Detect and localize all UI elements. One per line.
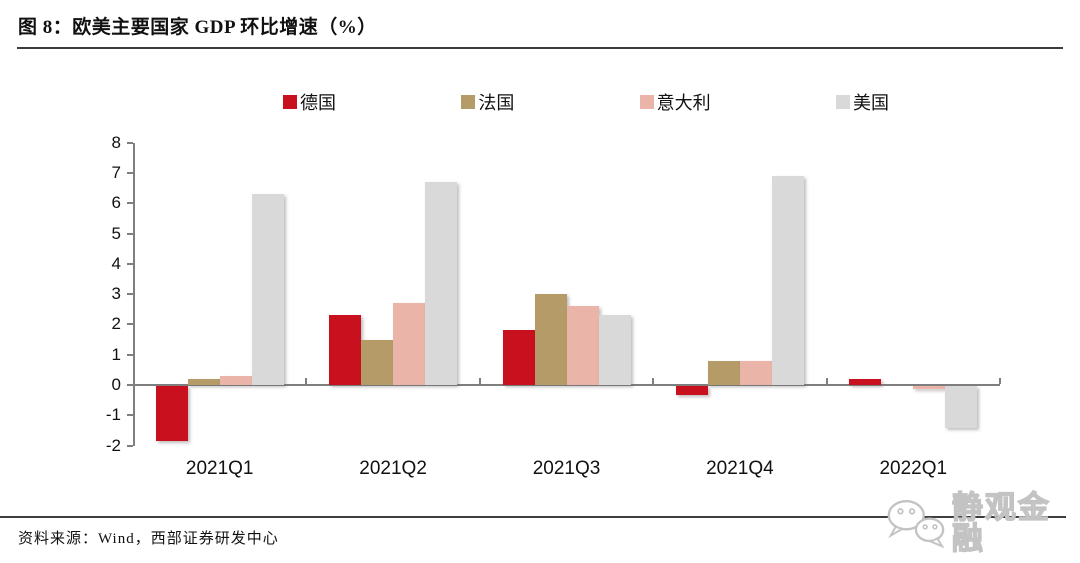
x-tick-label: 2021Q2 xyxy=(359,458,427,479)
y-axis-tick xyxy=(127,323,133,326)
bar-意大利-2021Q3 xyxy=(566,306,599,385)
x-axis-tick xyxy=(478,378,481,384)
y-tick-label: 8 xyxy=(111,132,121,152)
y-axis-tick xyxy=(127,141,133,144)
gdp-grouped-bar-chart: -2 -1 0 1 2 3 4 5 6 7 8 2021Q1 2021Q2 2021Q3 2021Q4 202… xyxy=(105,132,1001,479)
x-axis-tick xyxy=(825,378,828,384)
legend-label: 德国 xyxy=(300,93,336,113)
bar-德国-2021Q2 xyxy=(329,315,362,385)
y-axis-tick xyxy=(127,353,133,356)
x-axis-tick xyxy=(305,378,308,384)
y-axis-tick xyxy=(127,262,133,265)
y-axis-tick xyxy=(127,202,133,205)
legend-swatch xyxy=(835,95,850,109)
bar-德国-2022Q1 xyxy=(849,378,882,385)
footer-divider xyxy=(0,516,1066,518)
y-tick-label: 5 xyxy=(111,223,121,243)
y-axis-tick xyxy=(127,232,133,235)
legend-swatch xyxy=(283,95,297,109)
bar-美国-2021Q2 xyxy=(425,181,458,385)
x-tick-label: 2021Q3 xyxy=(532,458,601,479)
bar-美国-2021Q1 xyxy=(251,194,284,385)
bar-法国-2021Q2 xyxy=(361,339,394,385)
bar-意大利-2021Q4 xyxy=(739,360,772,385)
bar-法国-2021Q1 xyxy=(187,378,220,385)
bar-法国-2021Q4 xyxy=(707,360,740,385)
x-axis-tick xyxy=(999,378,1001,384)
legend-item-2: 意大利 xyxy=(639,89,711,115)
y-tick-label: -2 xyxy=(105,435,121,455)
y-axis-tick xyxy=(127,384,133,386)
legend-swatch xyxy=(639,95,654,109)
legend-label: 法国 xyxy=(478,93,515,113)
y-axis-tick xyxy=(127,171,133,174)
y-axis-tick xyxy=(127,444,133,447)
bar-德国-2021Q3 xyxy=(502,330,535,385)
legend-item-1: 法国 xyxy=(461,89,514,115)
x-axis-tick xyxy=(652,378,655,384)
bar-美国-2021Q3 xyxy=(598,315,631,385)
y-axis-tick xyxy=(127,414,133,417)
chart-legend: 德国 法国 意大利 美国 xyxy=(283,89,889,115)
legend-item-3: 美国 xyxy=(835,89,889,115)
y-tick-label: 4 xyxy=(111,253,121,273)
x-tick-label: 2021Q4 xyxy=(706,458,774,479)
y-tick-label: 0 xyxy=(111,375,121,394)
bar-法国-2021Q3 xyxy=(534,294,567,385)
legend-swatch xyxy=(461,95,476,109)
legend-label: 美国 xyxy=(852,93,889,113)
y-tick-label: 3 xyxy=(111,284,121,304)
bar-美国-2021Q4 xyxy=(771,175,804,385)
y-axis-tick xyxy=(127,293,133,296)
x-tick-label: 2021Q1 xyxy=(185,458,254,479)
x-tick-label: 2022Q1 xyxy=(879,458,948,479)
y-tick-label: 7 xyxy=(111,162,121,182)
watermark-text: 静观金融 xyxy=(951,490,1051,556)
wechat-icon xyxy=(887,500,945,549)
y-axis-line xyxy=(133,142,135,446)
legend-item-0: 德国 xyxy=(283,89,336,115)
legend-label: 意大利 xyxy=(656,93,711,113)
bar-意大利-2021Q2 xyxy=(393,303,426,385)
bar-意大利-2021Q1 xyxy=(219,375,252,385)
title-divider xyxy=(17,47,1063,49)
brand-watermark: 静观金融 xyxy=(882,490,1080,556)
bar-德国-2021Q4 xyxy=(675,386,708,396)
y-tick-label: 2 xyxy=(111,314,121,334)
y-tick-label: 1 xyxy=(111,344,121,364)
y-tick-label: 6 xyxy=(111,193,121,213)
x-axis-line xyxy=(133,384,1000,386)
source-note: 资料来源：Wind，西部证券研发中心 xyxy=(18,531,279,547)
bar-美国-2022Q1 xyxy=(945,386,978,429)
y-tick-label: -1 xyxy=(105,405,121,425)
figure-title: 图 8：欧美主要国家 GDP 环比增速（%） xyxy=(18,17,377,38)
bar-意大利-2022Q1 xyxy=(913,386,946,390)
bar-德国-2021Q1 xyxy=(155,386,188,441)
